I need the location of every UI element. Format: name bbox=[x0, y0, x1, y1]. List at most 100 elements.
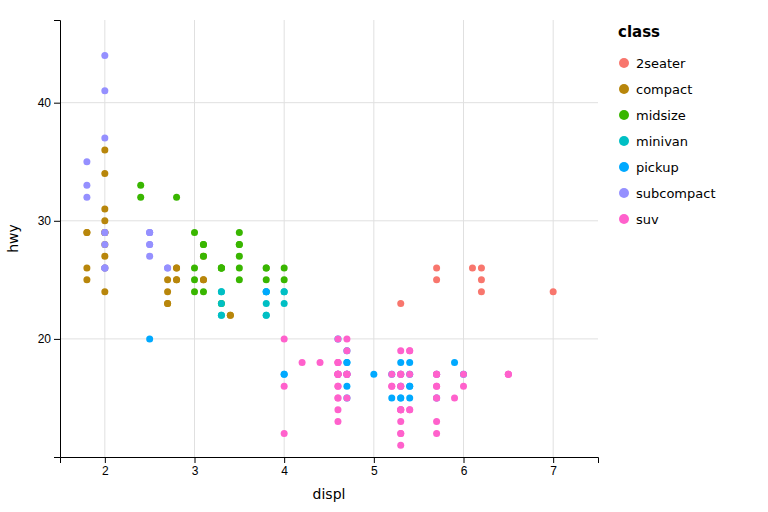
tick: 20 bbox=[38, 332, 60, 346]
point bbox=[218, 265, 225, 272]
point bbox=[406, 394, 413, 401]
point bbox=[146, 229, 153, 236]
point bbox=[227, 312, 234, 319]
point bbox=[218, 300, 225, 307]
legend-item: minivan bbox=[619, 134, 688, 149]
grid-line-x bbox=[463, 20, 464, 457]
point bbox=[173, 194, 180, 201]
point bbox=[101, 205, 108, 212]
legend-label: subcompact bbox=[636, 186, 716, 201]
point bbox=[101, 52, 108, 59]
tick: 3 bbox=[192, 457, 199, 478]
point bbox=[281, 265, 288, 272]
point bbox=[191, 229, 198, 236]
point bbox=[505, 371, 512, 378]
point bbox=[137, 194, 144, 201]
axis-line bbox=[61, 458, 599, 464]
point bbox=[343, 371, 350, 378]
point bbox=[101, 265, 108, 272]
point bbox=[397, 442, 404, 449]
point bbox=[343, 371, 350, 378]
point bbox=[263, 300, 270, 307]
points bbox=[83, 52, 556, 449]
point bbox=[397, 406, 404, 413]
tick-label: 40 bbox=[38, 96, 52, 110]
chart: 234567203040displhwyclass2seatercompactm… bbox=[0, 0, 768, 512]
point bbox=[334, 371, 341, 378]
point bbox=[406, 371, 413, 378]
point bbox=[334, 406, 341, 413]
tick-mark bbox=[54, 103, 60, 104]
grid-line-x bbox=[194, 20, 195, 457]
point bbox=[343, 394, 350, 401]
y-axis: 203040 bbox=[38, 21, 61, 458]
tick-mark bbox=[105, 457, 106, 463]
point bbox=[101, 229, 108, 236]
point bbox=[397, 371, 404, 378]
grid-line-x bbox=[104, 20, 105, 457]
tick: 6 bbox=[461, 457, 468, 478]
point bbox=[406, 347, 413, 354]
point bbox=[343, 359, 350, 366]
point bbox=[101, 241, 108, 248]
point bbox=[281, 288, 288, 295]
legend-label: suv bbox=[636, 212, 659, 227]
point bbox=[263, 288, 270, 295]
tick-label: 5 bbox=[371, 464, 378, 478]
legend-label: pickup bbox=[636, 160, 679, 175]
legend-swatch bbox=[619, 84, 629, 94]
point bbox=[200, 276, 207, 283]
point bbox=[334, 359, 341, 366]
point bbox=[236, 265, 243, 272]
point bbox=[343, 383, 350, 390]
point bbox=[281, 371, 288, 378]
point bbox=[146, 241, 153, 248]
tick-label: 3 bbox=[192, 464, 199, 478]
point bbox=[334, 371, 341, 378]
point bbox=[236, 276, 243, 283]
point bbox=[334, 359, 341, 366]
legend-swatch bbox=[619, 110, 629, 120]
point bbox=[101, 265, 108, 272]
point bbox=[101, 253, 108, 260]
legend-swatch bbox=[619, 188, 629, 198]
point bbox=[200, 276, 207, 283]
point bbox=[281, 276, 288, 283]
point bbox=[334, 335, 341, 342]
tick-label: 7 bbox=[550, 464, 557, 478]
point bbox=[343, 335, 350, 342]
legend: class2seatercompactmidsizeminivanpickups… bbox=[618, 23, 716, 227]
point bbox=[218, 300, 225, 307]
point bbox=[101, 265, 108, 272]
point bbox=[334, 371, 341, 378]
point bbox=[433, 394, 440, 401]
point bbox=[433, 265, 440, 272]
point bbox=[388, 371, 395, 378]
point bbox=[406, 347, 413, 354]
point bbox=[317, 359, 324, 366]
point bbox=[433, 371, 440, 378]
point bbox=[101, 146, 108, 153]
point bbox=[334, 371, 341, 378]
point bbox=[433, 371, 440, 378]
point bbox=[460, 383, 467, 390]
point bbox=[191, 288, 198, 295]
point bbox=[200, 253, 207, 260]
point bbox=[433, 394, 440, 401]
grid-line-x bbox=[373, 20, 374, 457]
tick-mark bbox=[195, 457, 196, 463]
point bbox=[460, 371, 467, 378]
point bbox=[406, 371, 413, 378]
y-axis-title: hwy bbox=[5, 224, 21, 253]
point bbox=[397, 371, 404, 378]
point bbox=[200, 241, 207, 248]
point bbox=[83, 229, 90, 236]
point bbox=[334, 335, 341, 342]
point bbox=[299, 359, 306, 366]
point bbox=[406, 406, 413, 413]
tick-mark bbox=[553, 457, 554, 463]
tick-label: 4 bbox=[281, 464, 288, 478]
legend-title: class bbox=[618, 23, 660, 41]
point bbox=[83, 182, 90, 189]
point bbox=[433, 371, 440, 378]
